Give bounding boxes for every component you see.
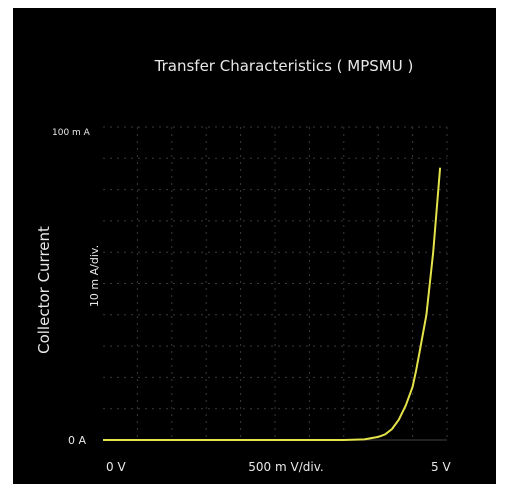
x-tick-max-label: 5 V — [431, 460, 451, 474]
y-axis-label: Collector Current — [35, 226, 53, 354]
y-tick-max-label: 100 m A — [52, 128, 91, 138]
x-tick-min-label: 0 V — [106, 460, 126, 474]
y-tick-min-label: 0 A — [68, 434, 86, 447]
plot-screen: Transfer Characteristics ( MPSMU ) Colle… — [13, 8, 496, 484]
y-scale-label: 10 m A/div. — [88, 245, 101, 307]
collector-current-curve — [103, 167, 442, 441]
chart-title: Transfer Characteristics ( MPSMU ) — [154, 57, 414, 75]
transfer-characteristics-chart: Transfer Characteristics ( MPSMU ) Colle… — [35, 57, 451, 474]
x-scale-label: 500 m V/div. — [248, 460, 323, 474]
plot-grid — [103, 126, 448, 440]
